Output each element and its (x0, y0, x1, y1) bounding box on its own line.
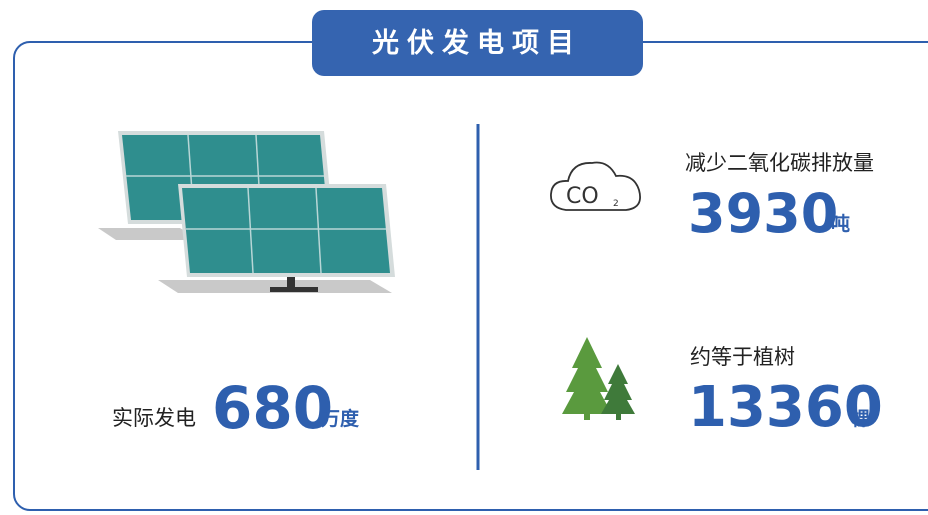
trees-unit: 棵 (851, 407, 870, 430)
page: 光伏发电项目 实际发电 680 万度 CO 2 减少二氧化碳排放量 3930 吨… (0, 0, 928, 515)
co2-subscript: 2 (613, 199, 619, 209)
trees-label: 约等于植树 (690, 345, 795, 369)
tree-icon (562, 337, 635, 420)
infographic: 光伏发电项目 实际发电 680 万度 CO 2 减少二氧化碳排放量 3930 吨… (0, 0, 928, 515)
co2-text: CO (566, 184, 599, 209)
co2-value: 3930 (688, 182, 838, 245)
generation-label: 实际发电 (112, 406, 196, 430)
solar-panel-illustration (98, 131, 395, 293)
title: 光伏发电项目 (371, 27, 582, 59)
co2-unit: 吨 (831, 212, 850, 235)
generation-value: 680 (212, 374, 333, 442)
generation-unit: 万度 (320, 407, 360, 430)
co2-label: 减少二氧化碳排放量 (685, 151, 874, 175)
